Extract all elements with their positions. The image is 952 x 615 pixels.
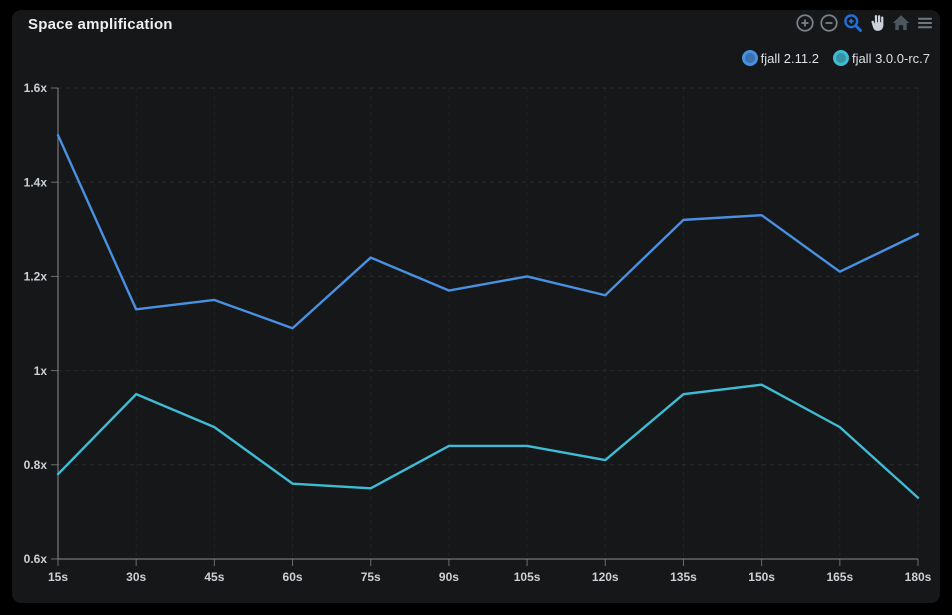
chart-legend: fjall 2.11.2 fjall 3.0.0-rc.7 [741, 50, 930, 66]
zoom-in-button[interactable] [794, 12, 816, 34]
zoom-out-button[interactable] [818, 12, 840, 34]
y-tick-label: 1.4x [24, 175, 48, 189]
zoom-out-circle-icon [820, 14, 838, 32]
menu-button[interactable] [914, 12, 936, 34]
legend-label: fjall 2.11.2 [760, 50, 819, 66]
y-tick-label: 1.2x [24, 270, 48, 284]
legend-label: fjall 3.0.0-rc.7 [851, 50, 930, 66]
y-tick-label: 1.6x [24, 81, 48, 95]
x-tick-label: 180s [905, 570, 932, 584]
box-zoom-button[interactable] [842, 12, 864, 34]
x-tick-label: 105s [514, 570, 541, 584]
zoom-in-circle-icon [796, 14, 814, 32]
x-tick-label: 150s [748, 570, 775, 584]
hamburger-menu-icon [918, 17, 932, 29]
y-tick-label: 0.6x [24, 552, 48, 566]
x-tick-label: 15s [48, 570, 68, 584]
chart-title: Space amplification [28, 16, 173, 33]
series-line-0 [56, 133, 920, 330]
hand-icon [871, 15, 884, 31]
chart-toolbar [794, 12, 936, 34]
series-line-1 [56, 383, 920, 499]
x-tick-label: 60s [283, 570, 303, 584]
home-icon [892, 15, 910, 30]
legend-marker [741, 50, 758, 66]
x-tick-label: 135s [670, 570, 697, 584]
y-tick-label: 0.8x [24, 458, 48, 472]
x-tick-label: 30s [126, 570, 146, 584]
x-tick-label: 75s [361, 570, 381, 584]
reset-view-button[interactable] [890, 12, 912, 34]
y-tick-label: 1x [34, 364, 48, 378]
legend-item-fjall-2-11-2[interactable]: fjall 2.11.2 [741, 50, 819, 66]
legend-item-fjall-3-0-0-rc7[interactable]: fjall 3.0.0-rc.7 [832, 50, 930, 66]
x-tick-label: 45s [204, 570, 224, 584]
x-tick-label: 120s [592, 570, 619, 584]
legend-marker [832, 50, 849, 66]
magnifier-zoom-icon [844, 14, 862, 32]
x-tick-label: 165s [826, 570, 853, 584]
pan-button[interactable] [866, 12, 888, 34]
x-tick-label: 90s [439, 570, 459, 584]
